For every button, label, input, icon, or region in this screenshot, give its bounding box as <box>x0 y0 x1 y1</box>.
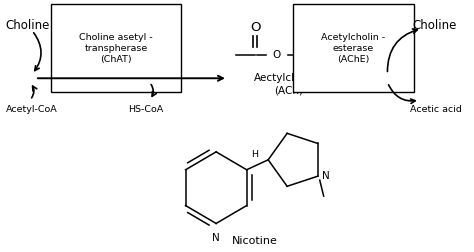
Text: H: H <box>251 150 258 159</box>
Text: Aectylcholine: Aectylcholine <box>254 73 324 83</box>
Text: N: N <box>324 49 333 62</box>
Text: Acetyl-CoA: Acetyl-CoA <box>6 105 57 114</box>
Text: (ACh): (ACh) <box>274 85 303 95</box>
Text: Choline: Choline <box>412 19 456 32</box>
Text: O: O <box>250 21 261 34</box>
Text: Nicotine: Nicotine <box>232 236 278 246</box>
Text: N: N <box>322 171 329 181</box>
Text: N: N <box>212 233 220 243</box>
Text: HS-CoA: HS-CoA <box>128 105 163 114</box>
Text: O: O <box>273 50 281 60</box>
Text: Choline: Choline <box>6 19 50 32</box>
Text: Choline asetyl -
transpherase
(ChAT): Choline asetyl - transpherase (ChAT) <box>80 33 153 64</box>
Text: Acetylcholin -
esterase
(AChE): Acetylcholin - esterase (AChE) <box>321 33 385 64</box>
Text: Acetic acid: Acetic acid <box>410 105 462 114</box>
Text: +: + <box>337 41 344 50</box>
